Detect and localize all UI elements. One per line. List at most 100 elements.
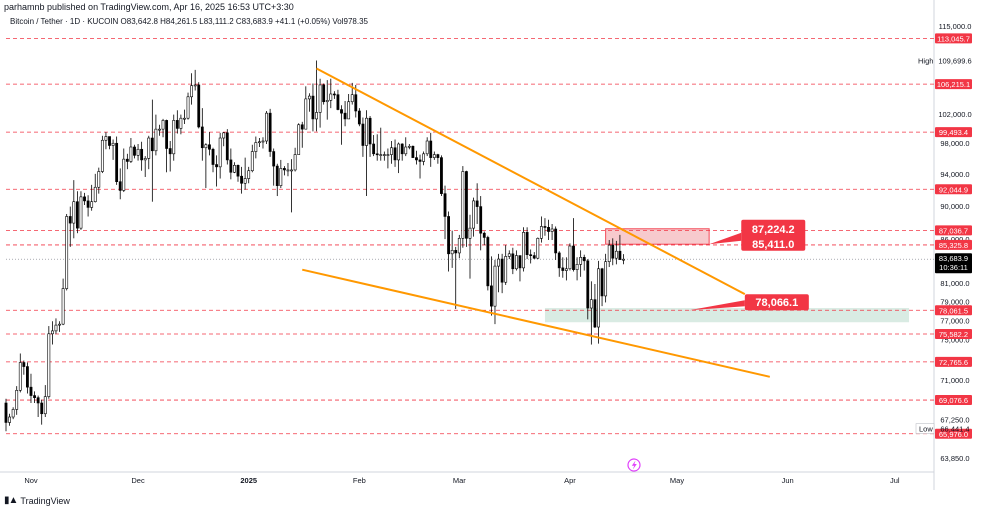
candle-body [250,151,254,172]
candle-body [436,154,440,158]
candle [461,166,465,248]
candle [33,391,36,403]
candle [511,247,515,275]
time-tick-label: Dec [131,476,145,485]
candle [179,114,183,135]
candle-body [443,193,447,217]
candle [475,183,479,224]
candle [554,226,558,260]
candle [329,78,333,109]
candle [386,148,390,169]
candle-body [543,226,547,228]
candle-body [208,144,211,150]
trendlines-layer [302,67,771,378]
candle-body [175,120,179,129]
candle [150,99,154,202]
candle [240,166,243,194]
candle-body [158,128,161,131]
candle [443,185,447,240]
candle-body [154,128,158,152]
level-price-label: 69,076.6 [939,396,968,405]
candle [307,93,311,112]
candle [86,195,90,217]
candle [525,227,529,260]
candle [354,84,358,118]
candle [172,114,176,161]
candle-body [68,216,72,224]
candle [147,135,151,170]
candle-body [418,159,422,162]
candle-body [229,159,233,173]
candle-body [240,175,243,184]
candle-body [490,285,493,307]
candle-body [404,146,408,155]
level-price-label: 99,493.4 [939,128,968,137]
symbol-ohlc-legend: Bitcoin / Tether · 1D · KUCOIN O83,642.8… [10,17,369,26]
candle [261,137,265,149]
candle [390,141,393,164]
candle-body [611,244,615,259]
candle-body [386,154,390,156]
candle [561,257,565,278]
level-price-tag [935,328,972,339]
candle [18,353,22,393]
candle [497,253,500,293]
candle-body [332,93,336,96]
candle [111,139,115,160]
candle-body [243,178,247,184]
candle-body [100,139,104,172]
candle-body [254,142,258,152]
candle [375,134,379,161]
level-price-tag [935,239,972,250]
candle [8,413,11,426]
candle [11,407,15,420]
high-marker-label: High [918,56,933,65]
time-tick-label: Feb [353,476,366,485]
candle [368,116,372,157]
candle-body [575,264,579,270]
candle [58,321,61,332]
time-tick-label: Apr [564,476,576,485]
candle [361,117,365,157]
lightning-icon[interactable] [627,458,641,472]
candle-body [507,253,511,257]
candle [154,114,158,156]
candle-body [86,200,90,208]
candle [539,216,543,243]
candle-body [193,84,197,87]
price-chart[interactable]: 87,224.2 85,411.0 78,066.1 115,000.0 109,69… [0,0,984,490]
candle-body [222,132,226,139]
candle-countdown: 10:36:11 [939,263,968,272]
candle [593,284,597,328]
candle [65,213,69,291]
candle [343,101,347,127]
candle [79,191,83,230]
footer-brand[interactable]: TradingView [20,495,70,506]
candle-body [133,146,136,156]
candle-body [400,143,404,155]
candle-body [8,416,11,423]
candle [90,184,94,211]
candle-body [357,110,361,125]
candle [104,132,108,150]
candle-body [607,244,611,262]
price-tick-label: 77,000.0 [940,316,969,325]
candle-body [18,362,22,391]
candle [518,255,522,282]
candle [4,398,8,432]
candle-body [493,265,497,307]
candle [75,191,79,234]
candle-body [29,386,33,396]
candle [436,153,440,164]
candle [222,132,226,147]
candle-body [304,98,308,130]
candle-body [290,169,293,172]
time-tick-label: May [670,476,684,485]
candle-body [440,157,443,194]
tradingview-logo-icon: ▮▲ [4,495,18,506]
candle [282,166,286,176]
price-tick-label: 98,000.0 [940,139,969,148]
candle [133,144,136,159]
candle [118,168,122,200]
candle-body [58,323,61,326]
